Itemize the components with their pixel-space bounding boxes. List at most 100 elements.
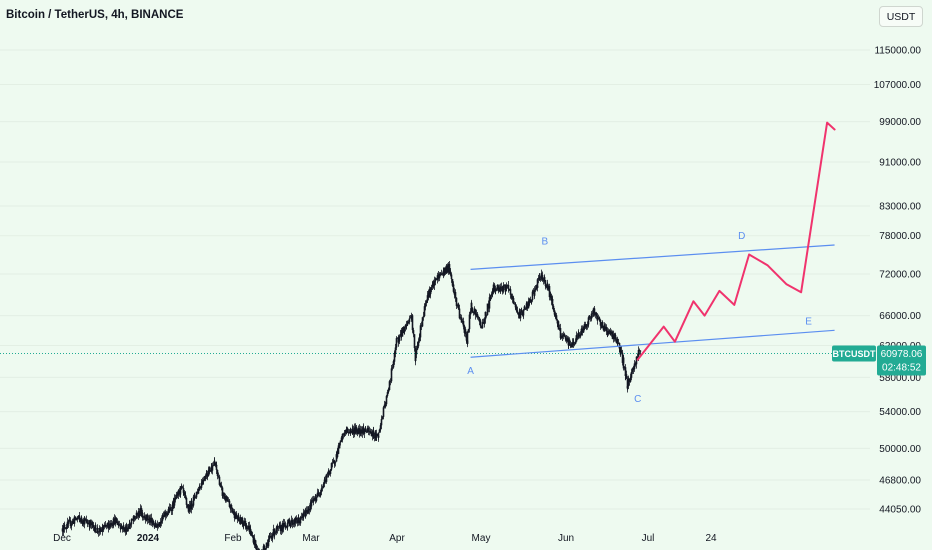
channel-line-lower[interactable] (470, 329, 835, 358)
candle-body (494, 289, 497, 291)
candle-body (98, 528, 101, 529)
y-tick-label: 107000.00 (874, 80, 922, 91)
candle-body (148, 518, 151, 523)
candle-body (140, 514, 143, 516)
candle-body (448, 264, 451, 274)
symbol-tag[interactable] (832, 345, 876, 362)
channel-line-upper[interactable] (470, 244, 835, 270)
candle-body (542, 280, 545, 282)
candle-body (246, 527, 249, 529)
candle-body (366, 427, 369, 432)
candle-body (477, 317, 480, 319)
candle-body (101, 527, 104, 531)
candle-body (368, 430, 371, 432)
candle-body (248, 525, 251, 533)
candle-body (284, 525, 287, 528)
candle-body (633, 363, 636, 370)
price-tag (877, 345, 926, 376)
candle-body (378, 429, 381, 433)
candle-body (154, 522, 157, 526)
candle-body (112, 518, 115, 525)
candle-body (150, 517, 153, 521)
candle-body (229, 505, 232, 509)
candle-body (189, 506, 192, 510)
candle-body (306, 510, 309, 513)
candle-body (589, 317, 592, 319)
candle-body (624, 367, 627, 376)
currency-button[interactable]: USDT (879, 6, 923, 27)
candle-body (596, 318, 599, 321)
candle-body (144, 516, 147, 521)
candle-body (548, 292, 551, 298)
candle-body (530, 300, 533, 301)
candle-body (310, 504, 313, 507)
candle-body (459, 317, 462, 319)
candle-body (119, 527, 122, 529)
x-tick-label: Mar (302, 533, 320, 544)
candle-body (392, 361, 395, 368)
candle-body (475, 313, 478, 315)
candle-body (478, 320, 481, 322)
candle-body (507, 285, 510, 288)
candle-body (223, 496, 226, 499)
candle-body (221, 492, 224, 496)
candle-body (289, 522, 292, 525)
candle-body (114, 518, 117, 519)
candle-body (455, 301, 458, 306)
candle-body (278, 525, 281, 526)
candle-body (507, 287, 510, 289)
candle-body (296, 522, 299, 524)
candle-body (349, 429, 352, 431)
candle-body (88, 520, 91, 527)
candle-body (96, 528, 99, 532)
candle-body (66, 521, 69, 528)
candle-body (244, 520, 247, 527)
candle-body (415, 349, 418, 355)
candle-body (318, 495, 321, 497)
candle-body (482, 322, 485, 324)
candle-body (541, 275, 544, 281)
candle-body (340, 437, 343, 441)
candle-body (231, 509, 234, 513)
candle-body (240, 517, 243, 524)
candle-body (524, 308, 527, 310)
candle-body (344, 430, 347, 434)
candle-body (153, 524, 156, 527)
candle-body (363, 428, 366, 434)
candle-body (242, 523, 245, 526)
candle-body (521, 311, 524, 316)
candle-body (469, 311, 472, 315)
candle-body (153, 526, 156, 528)
candle-body (588, 317, 591, 319)
candle-body (523, 306, 526, 309)
candle-body (286, 523, 289, 528)
candle-body (155, 525, 158, 528)
candle-body (445, 265, 448, 267)
candle-body (298, 520, 301, 524)
candle-body (321, 487, 324, 489)
candle-body (437, 277, 440, 279)
current-price-label: 60978.06 (881, 349, 923, 360)
candle-body (449, 271, 452, 275)
candle-body (116, 521, 119, 526)
y-tick-label: 54000.00 (879, 407, 921, 418)
candle-body (388, 381, 391, 389)
y-tick-label: 72000.00 (879, 269, 921, 280)
candle-body (194, 497, 197, 499)
candle-body (604, 326, 607, 330)
candle-body (505, 286, 508, 289)
candle-body (196, 491, 199, 494)
candle-body (598, 318, 601, 320)
candle-body (326, 473, 329, 475)
candle-body (283, 523, 286, 526)
candle-body (372, 430, 375, 437)
candle-body (558, 327, 561, 330)
candle-body (413, 334, 416, 343)
candle-body (151, 520, 154, 524)
projection-path[interactable] (636, 121, 836, 361)
candle-body (399, 333, 402, 336)
candle-body (618, 346, 621, 349)
candle-body (414, 354, 417, 362)
